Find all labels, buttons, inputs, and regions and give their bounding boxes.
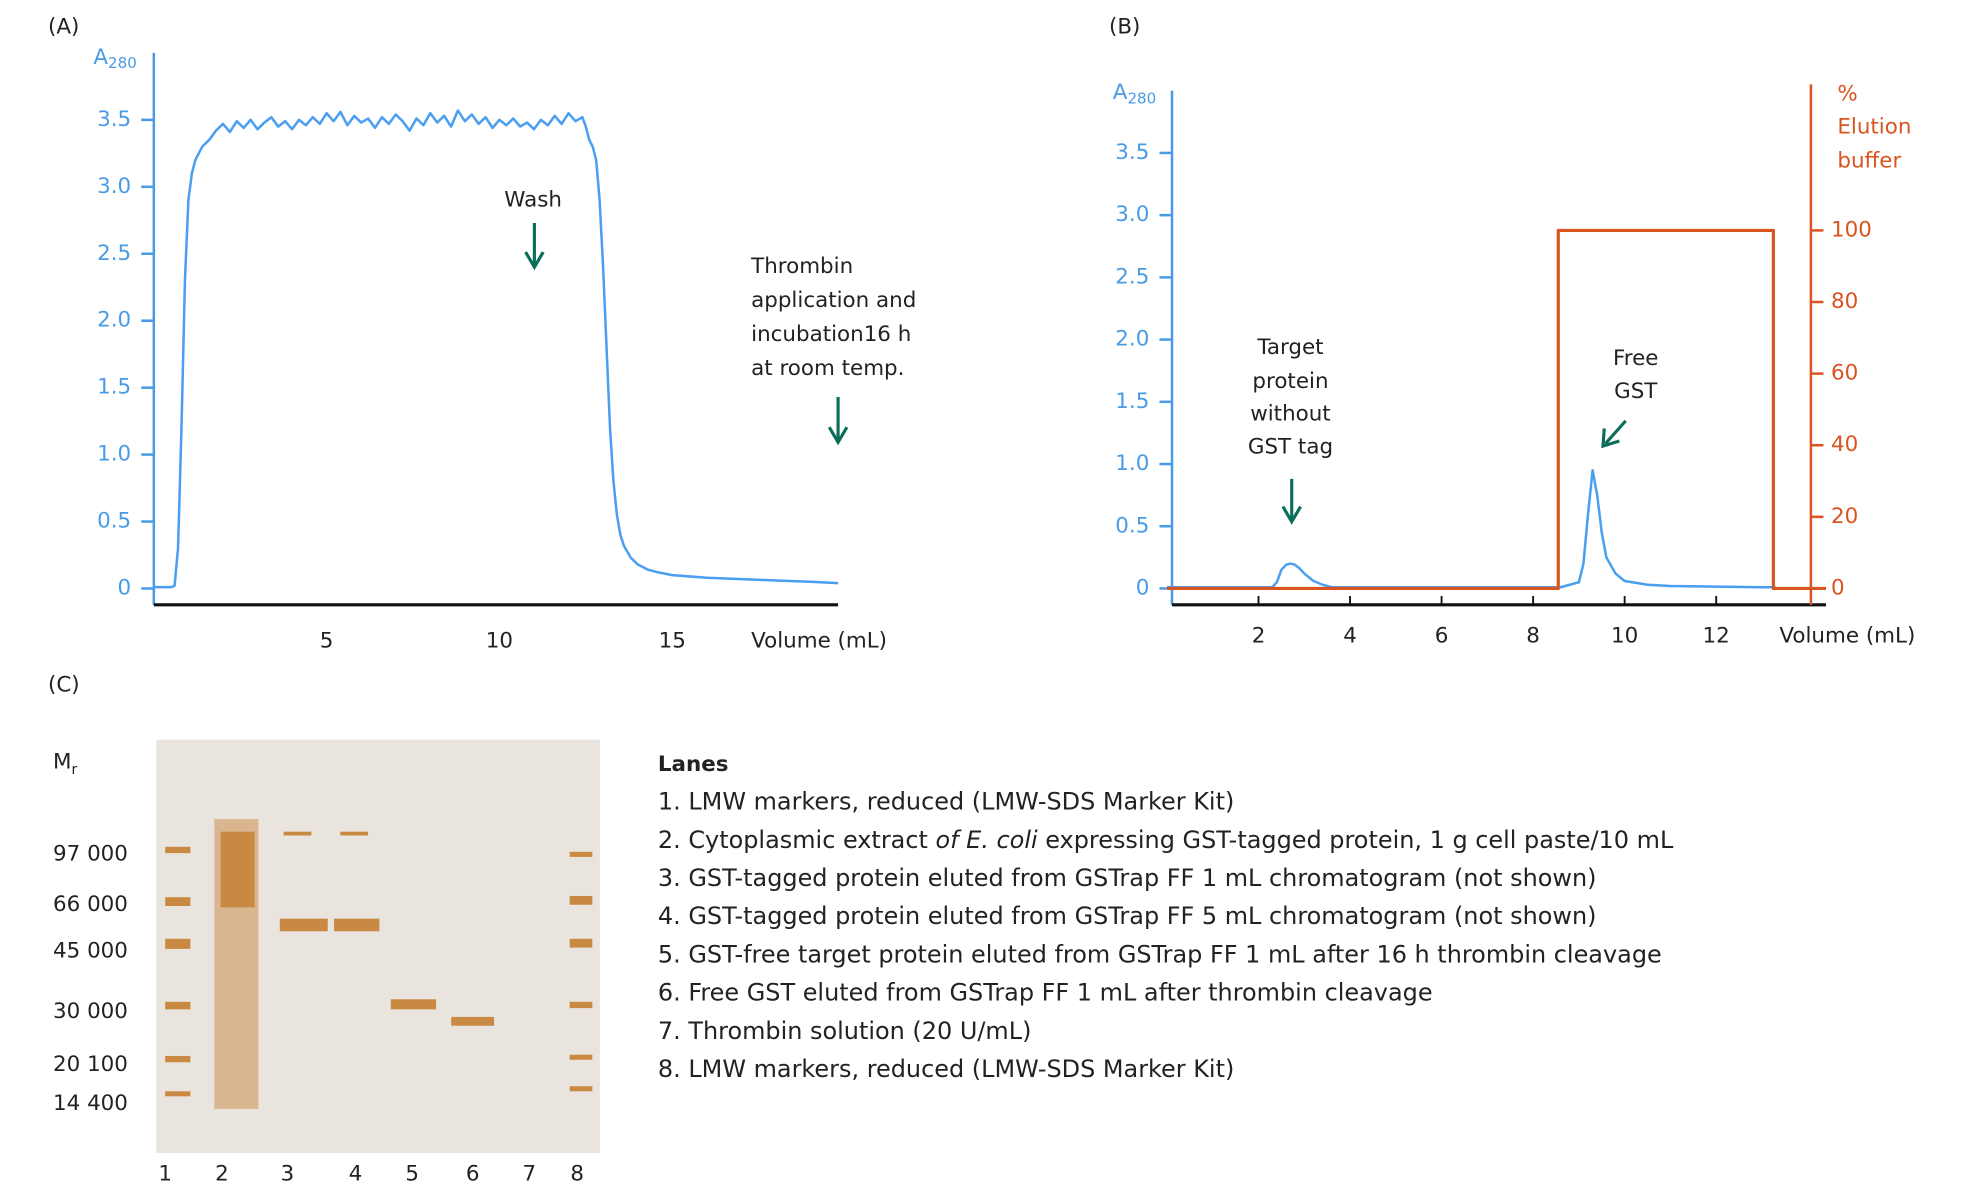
lane-number: 3 bbox=[281, 1161, 295, 1182]
y-tick-label: 1.5 bbox=[1115, 389, 1149, 414]
y-tick-label: 0 bbox=[118, 575, 132, 600]
annotation: GST bbox=[1614, 379, 1658, 404]
lane-description: 2. Cytoplasmic extract of E. coli expres… bbox=[658, 826, 1674, 854]
y-tick-label: 0 bbox=[1136, 575, 1150, 600]
lane-text: 6. Free GST eluted from GSTrap FF 1 mL a… bbox=[658, 979, 1433, 1007]
lane-description: 3. GST-tagged protein eluted from GSTrap… bbox=[658, 864, 1597, 892]
lane-text: 1. LMW markers, reduced (LMW-SDS Marker … bbox=[658, 788, 1234, 816]
marker-label: 97 000 bbox=[53, 841, 128, 866]
marker-label: 66 000 bbox=[53, 892, 128, 917]
lane-number: 5 bbox=[405, 1161, 419, 1182]
arrow bbox=[1601, 419, 1627, 449]
lane-text: expressing GST-tagged protein, 1 g cell … bbox=[1038, 826, 1674, 854]
y2-axis-label: buffer bbox=[1837, 148, 1901, 173]
y2-tick-label: 20 bbox=[1831, 504, 1858, 529]
lane-description: 5. GST-free target protein eluted from G… bbox=[658, 940, 1662, 968]
y-axis-label: A280 bbox=[1113, 80, 1157, 107]
lane-description: 7. Thrombin solution (20 U/mL) bbox=[658, 1017, 1032, 1045]
x-tick-label: 8 bbox=[1526, 623, 1540, 648]
y-tick-label: 3.5 bbox=[1115, 140, 1149, 165]
lane-number: 6 bbox=[466, 1161, 480, 1182]
lane-text: 2. Cytoplasmic extract bbox=[658, 826, 936, 854]
y-tick-label: 0.5 bbox=[97, 509, 131, 534]
marker-label: 20 100 bbox=[53, 1052, 128, 1077]
y-tick-label: 2.0 bbox=[1115, 327, 1149, 352]
annotation: GST tag bbox=[1248, 434, 1333, 459]
arrow bbox=[1281, 478, 1302, 525]
annotation: application and bbox=[751, 288, 916, 313]
y2-axis-label: % bbox=[1837, 82, 1857, 107]
annotation: incubation16 h bbox=[751, 322, 911, 347]
lane-description: 6. Free GST eluted from GSTrap FF 1 mL a… bbox=[658, 979, 1433, 1007]
y2-tick-label: 40 bbox=[1831, 432, 1858, 457]
x-tick-label: 4 bbox=[1343, 623, 1357, 648]
y-tick-label: 0.5 bbox=[1115, 513, 1149, 538]
marker-label: 45 000 bbox=[53, 938, 128, 963]
y-tick-label: 2.5 bbox=[97, 241, 131, 266]
lane-text: 5. GST-free target protein eluted from G… bbox=[658, 940, 1662, 968]
panel-label: (C) bbox=[48, 673, 80, 698]
x-tick-label: 15 bbox=[659, 628, 686, 653]
panel-label: (A) bbox=[48, 15, 79, 40]
x-tick-label: 6 bbox=[1435, 623, 1449, 648]
lane-number: 4 bbox=[349, 1161, 363, 1182]
y-tick-label: 1.0 bbox=[1115, 451, 1149, 476]
lane-number: 2 bbox=[215, 1161, 229, 1182]
y-tick-label: 1.0 bbox=[97, 442, 131, 467]
x-tick-label: 12 bbox=[1703, 623, 1730, 648]
x-tick-label: 2 bbox=[1252, 623, 1266, 648]
y-tick-label: 3.0 bbox=[1115, 202, 1149, 227]
y2-tick-label: 80 bbox=[1831, 289, 1858, 314]
annotation: Target bbox=[1256, 335, 1323, 360]
lane-text: 4. GST-tagged protein eluted from GSTrap… bbox=[658, 902, 1597, 930]
gel-labels: 97 000 66 000 45 000 30 000 20 100 14 400 1 2 3 4… bbox=[53, 788, 1674, 1182]
annotation: Wash bbox=[504, 187, 562, 212]
y-tick-label: 2.5 bbox=[1115, 264, 1149, 289]
lanes-title: Lanes bbox=[658, 752, 729, 777]
gel-image bbox=[156, 739, 600, 1154]
arrow bbox=[827, 396, 849, 446]
lane-number: 1 bbox=[158, 1161, 172, 1182]
data-line bbox=[153, 109, 839, 589]
y-tick-label: 2.0 bbox=[97, 308, 131, 333]
y2-tick-label: 100 bbox=[1831, 217, 1872, 242]
y2-tick-label: 60 bbox=[1831, 361, 1858, 386]
lane-text: of E. coli bbox=[935, 826, 1037, 854]
x-tick-label: 10 bbox=[486, 628, 513, 653]
marker-label: 14 400 bbox=[53, 1091, 128, 1116]
x-tick-label: 10 bbox=[1611, 623, 1638, 648]
arrow bbox=[524, 223, 545, 271]
panel-label: (B) bbox=[1109, 15, 1140, 40]
data-line bbox=[1166, 228, 1827, 591]
mr-label: Mr bbox=[53, 749, 77, 778]
y-tick-label: 3.5 bbox=[97, 107, 131, 132]
data-line bbox=[1166, 469, 1776, 589]
marker-label: 30 000 bbox=[53, 999, 128, 1024]
lane-description: 4. GST-tagged protein eluted from GSTrap… bbox=[658, 902, 1597, 930]
x-axis-label: Volume (mL) bbox=[1779, 623, 1915, 648]
lane-text: 3. GST-tagged protein eluted from GSTrap… bbox=[658, 864, 1597, 892]
y2-tick-label: 0 bbox=[1831, 575, 1845, 600]
lane-description: 8. LMW markers, reduced (LMW-SDS Marker … bbox=[658, 1055, 1234, 1083]
lane-number: 8 bbox=[570, 1161, 584, 1182]
annotation: protein bbox=[1252, 369, 1328, 394]
y-tick-label: 1.5 bbox=[97, 375, 131, 400]
x-tick-label: 5 bbox=[320, 628, 334, 653]
lane-number: 7 bbox=[523, 1161, 537, 1182]
annotation: at room temp. bbox=[751, 356, 904, 381]
lane-text: 8. LMW markers, reduced (LMW-SDS Marker … bbox=[658, 1055, 1234, 1083]
y-tick-label: 3.0 bbox=[97, 174, 131, 199]
annotation: Thrombin bbox=[750, 254, 853, 279]
lane-description: 1. LMW markers, reduced (LMW-SDS Marker … bbox=[658, 788, 1234, 816]
annotation: without bbox=[1250, 402, 1330, 427]
y2-axis-label: Elution bbox=[1837, 114, 1911, 139]
lane-text: 7. Thrombin solution (20 U/mL) bbox=[658, 1017, 1032, 1045]
x-axis-label: Volume (mL) bbox=[751, 628, 887, 653]
annotation: Free bbox=[1613, 346, 1658, 371]
y-axis-label: A280 bbox=[93, 45, 136, 72]
